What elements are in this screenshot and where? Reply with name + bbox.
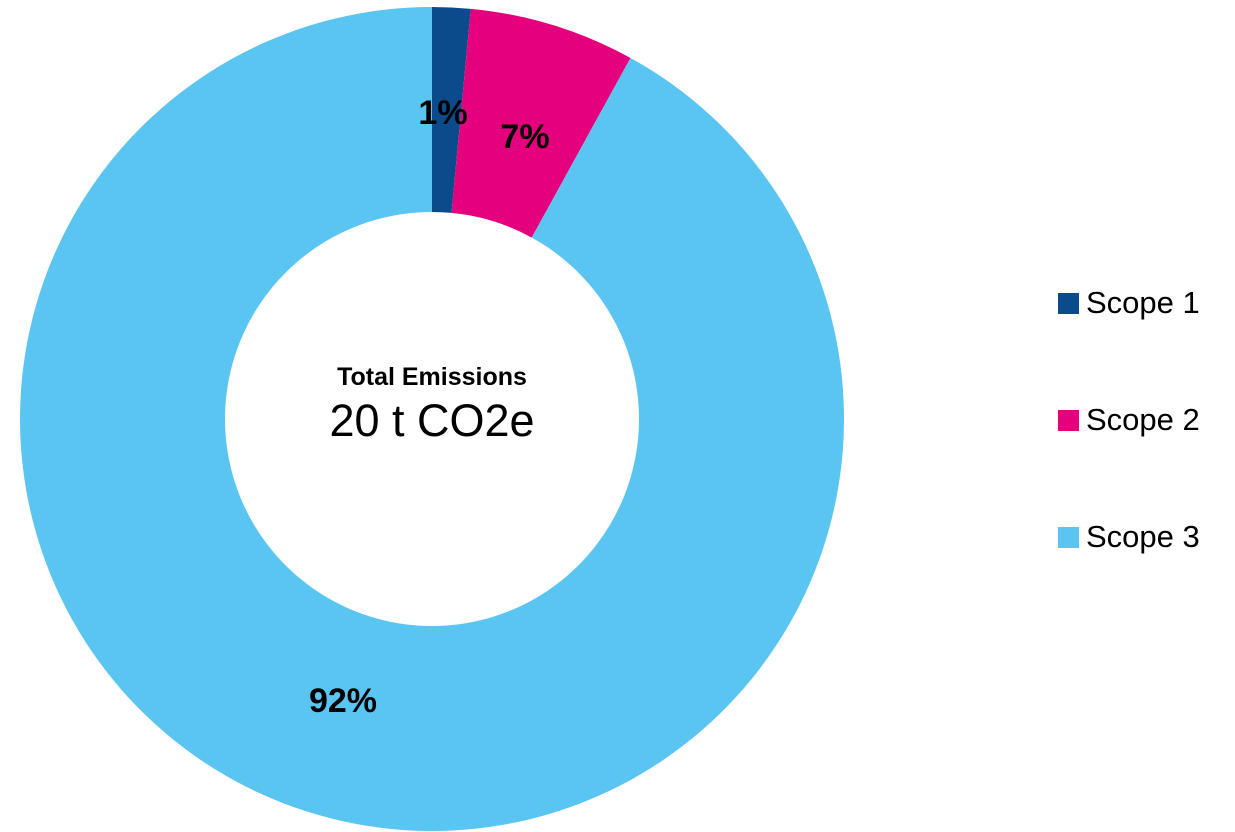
slice-scope-3	[20, 7, 845, 831]
legend-label: Scope 3	[1086, 519, 1200, 554]
slice-label-scope-1: 1%	[418, 94, 467, 132]
legend: Scope 1 Scope 2 Scope 3	[1058, 283, 1200, 634]
legend-label: Scope 2	[1086, 402, 1200, 437]
legend-swatch	[1058, 526, 1079, 548]
slice-scope-1	[432, 7, 471, 213]
center-title: Total Emissions	[337, 363, 527, 391]
slice-label-scope-3: 92%	[309, 682, 377, 720]
legend-item-scope-1: Scope 1	[1058, 283, 1200, 323]
legend-item-scope-3: Scope 3	[1058, 517, 1200, 557]
donut-slices	[20, 7, 845, 831]
slice-labels: 1% 7% 92%	[309, 94, 550, 720]
legend-item-scope-2: Scope 2	[1058, 400, 1200, 440]
legend-label: Scope 1	[1086, 285, 1200, 320]
legend-swatch	[1058, 409, 1079, 431]
legend-swatch	[1058, 292, 1079, 314]
center-value: 20 t CO2e	[329, 395, 534, 446]
slice-scope-2	[451, 8, 631, 238]
slice-label-scope-2: 7%	[500, 118, 549, 156]
